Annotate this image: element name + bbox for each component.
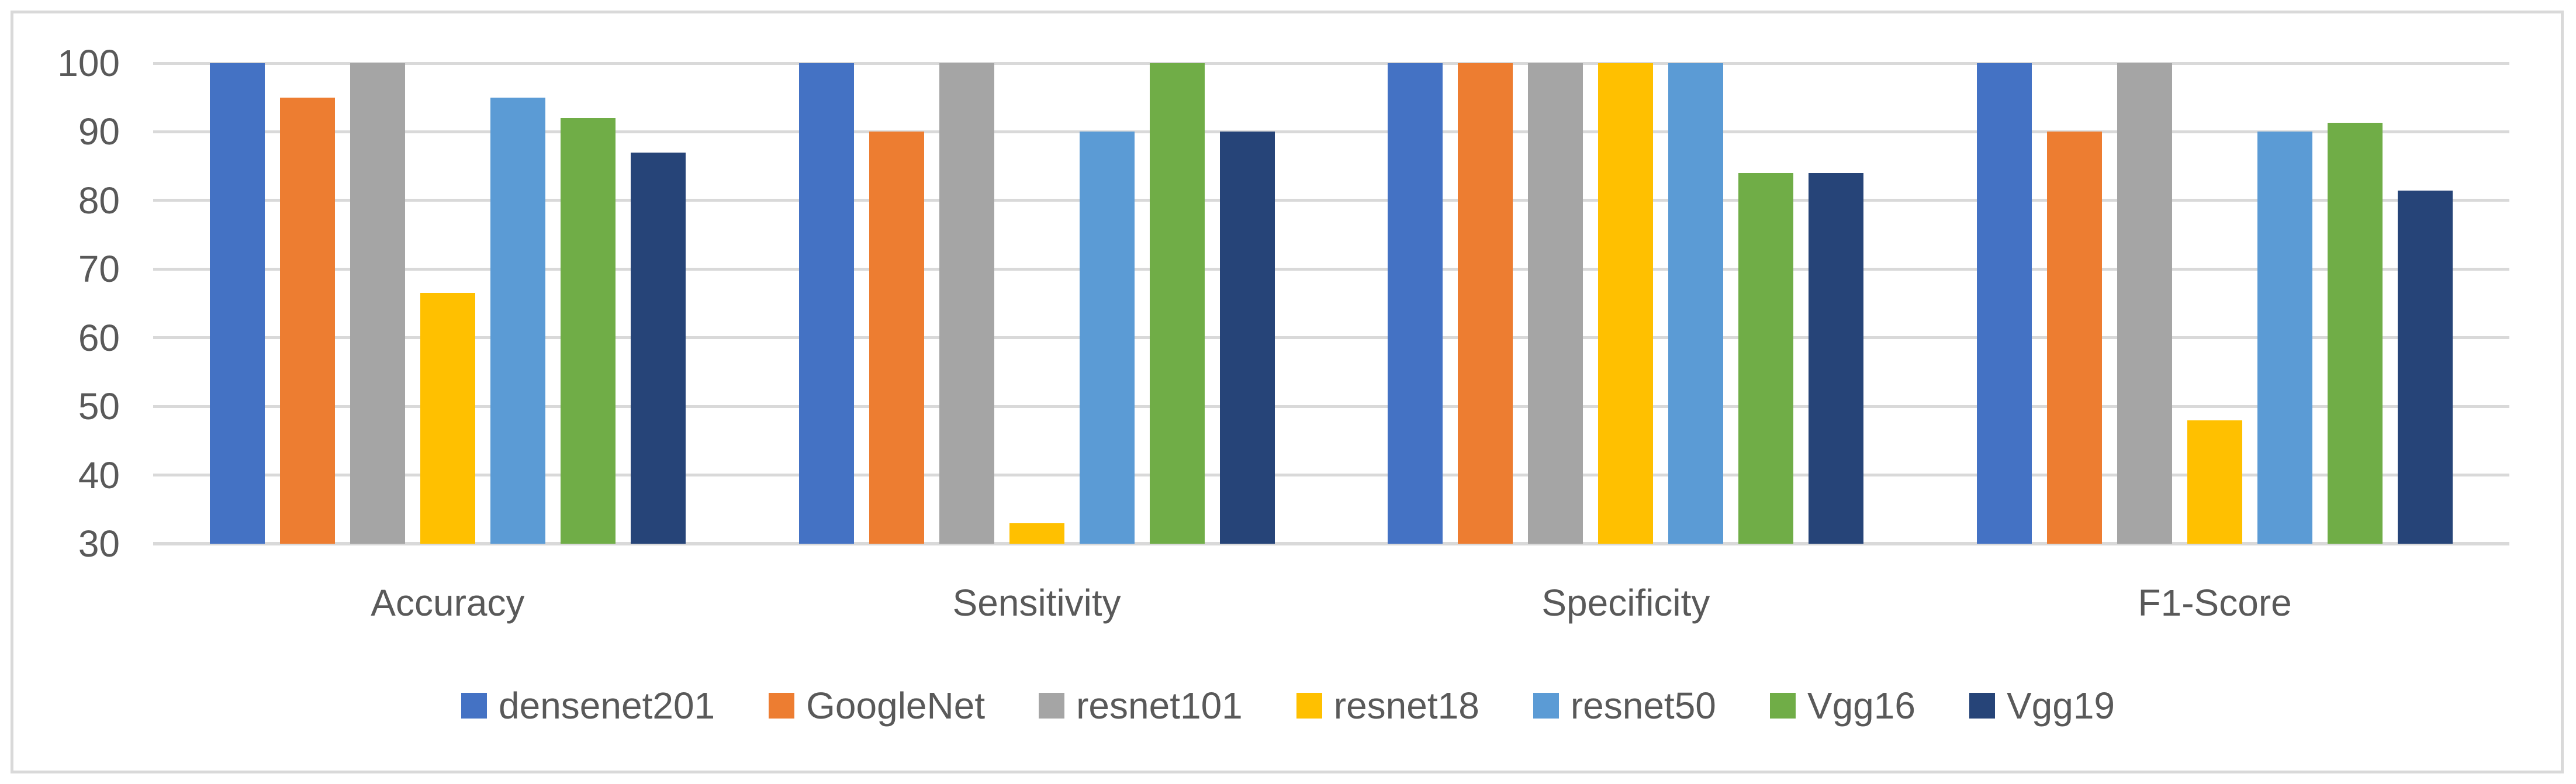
bar-resnet101-Accuracy bbox=[350, 63, 405, 544]
legend-marker-icon bbox=[769, 693, 795, 719]
bar-resnet101-Specificity bbox=[1528, 63, 1583, 544]
bar-GoogleNet-Accuracy bbox=[279, 97, 335, 544]
legend-marker-icon bbox=[1296, 693, 1322, 719]
bar-resnet101-Sensitivity bbox=[939, 63, 994, 544]
legend-item-GoogleNet: GoogleNet bbox=[769, 685, 985, 726]
bar-resnet18-F1-Score bbox=[2187, 420, 2243, 544]
legend-marker-icon bbox=[1969, 693, 1995, 719]
y-tick-label: 70 bbox=[78, 248, 120, 291]
bar-Vgg16-Specificity bbox=[1738, 172, 1794, 544]
bar-Vgg16-Accuracy bbox=[560, 118, 616, 544]
category-label-Specificity: Specificity bbox=[1541, 582, 1710, 624]
legend-item-resnet50: resnet50 bbox=[1533, 685, 1716, 726]
legend-label: Vgg19 bbox=[2006, 685, 2115, 727]
legend-item-densenet201: densenet201 bbox=[461, 685, 715, 726]
bar-resnet50-Specificity bbox=[1668, 63, 1724, 544]
gridline-60 bbox=[153, 336, 2509, 340]
bar-GoogleNet-F1-Score bbox=[2047, 132, 2103, 544]
legend-label: GoogleNet bbox=[806, 685, 986, 727]
bar-resnet50-F1-Score bbox=[2257, 132, 2313, 544]
gridline-50 bbox=[153, 405, 2509, 408]
legend-item-Vgg19: Vgg19 bbox=[1969, 685, 2115, 726]
legend-label: resnet101 bbox=[1076, 685, 1243, 727]
y-tick-label: 100 bbox=[57, 42, 120, 84]
x-axis-line bbox=[153, 542, 2509, 545]
y-tick-label: 40 bbox=[78, 454, 120, 496]
legend-label: Vgg16 bbox=[1807, 685, 1915, 727]
bar-resnet101-F1-Score bbox=[2117, 63, 2173, 544]
legend-item-Vgg16: Vgg16 bbox=[1769, 685, 1915, 727]
legend-marker-icon bbox=[1533, 693, 1559, 719]
y-tick-label: 50 bbox=[78, 385, 120, 428]
legend-label: densenet201 bbox=[499, 685, 715, 727]
legend-label: resnet50 bbox=[1570, 685, 1716, 727]
bar-Vgg19-Accuracy bbox=[630, 152, 686, 544]
bar-densenet201-F1-Score bbox=[1977, 63, 2032, 544]
bar-densenet201-Sensitivity bbox=[798, 63, 854, 544]
y-tick-label: 80 bbox=[78, 179, 120, 222]
bar-resnet18-Sensitivity bbox=[1009, 523, 1064, 544]
legend-label: resnet18 bbox=[1333, 685, 1479, 727]
y-tick-label: 60 bbox=[78, 316, 120, 359]
bar-resnet18-Accuracy bbox=[420, 293, 475, 544]
gridline-80 bbox=[153, 199, 2509, 202]
legend-marker-icon bbox=[461, 693, 487, 719]
legend-item-resnet18: resnet18 bbox=[1296, 685, 1479, 726]
legend-item-resnet101: resnet101 bbox=[1039, 685, 1243, 726]
gridline-100 bbox=[153, 61, 2509, 65]
bar-GoogleNet-Specificity bbox=[1458, 63, 1513, 544]
y-tick-label: 90 bbox=[78, 110, 120, 153]
gridline-90 bbox=[153, 130, 2509, 133]
bar-densenet201-Specificity bbox=[1388, 63, 1443, 544]
bar-Vgg16-F1-Score bbox=[2328, 123, 2383, 544]
bar-Vgg19-Sensitivity bbox=[1219, 132, 1275, 544]
legend-marker-icon bbox=[1039, 693, 1065, 719]
category-label-Sensitivity: Sensitivity bbox=[952, 582, 1121, 624]
bar-resnet18-Specificity bbox=[1598, 63, 1654, 544]
bar-resnet50-Sensitivity bbox=[1079, 132, 1135, 544]
category-label-F1-Score: F1-Score bbox=[2138, 582, 2292, 624]
category-label-Accuracy: Accuracy bbox=[371, 582, 525, 624]
gridline-40 bbox=[153, 474, 2509, 477]
bar-densenet201-Accuracy bbox=[209, 63, 265, 544]
bar-Vgg19-F1-Score bbox=[2398, 191, 2453, 544]
legend: densenet201 GoogleNet resnet101 resnet18 res… bbox=[0, 685, 2576, 726]
bar-GoogleNet-Sensitivity bbox=[869, 132, 924, 544]
bar-Vgg16-Sensitivity bbox=[1149, 63, 1205, 544]
gridline-70 bbox=[153, 267, 2509, 271]
y-tick-label: 30 bbox=[78, 523, 120, 565]
chart-frame bbox=[11, 11, 2564, 773]
legend-marker-icon bbox=[1769, 693, 1796, 719]
bar-Vgg19-Specificity bbox=[1809, 172, 1864, 544]
bar-resnet50-Accuracy bbox=[490, 97, 545, 544]
